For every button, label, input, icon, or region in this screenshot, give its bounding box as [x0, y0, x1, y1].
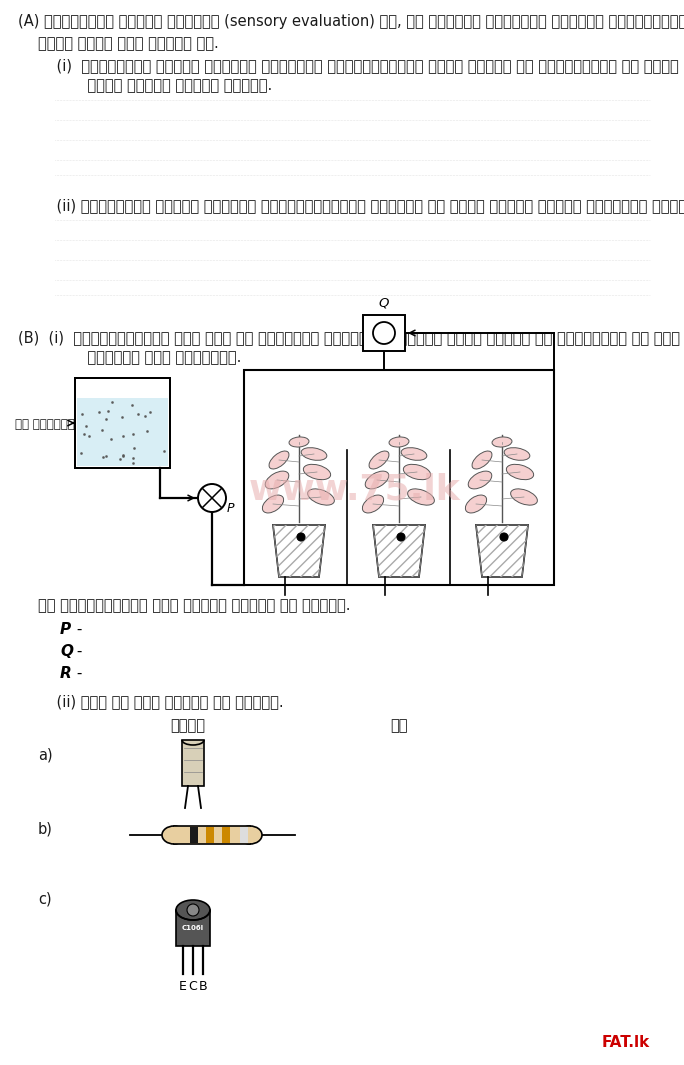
Text: www.75.lk: www.75.lk: [249, 473, 461, 507]
Ellipse shape: [365, 471, 389, 489]
Ellipse shape: [363, 495, 384, 513]
Polygon shape: [373, 525, 425, 577]
Ellipse shape: [369, 450, 389, 469]
Ellipse shape: [263, 495, 284, 513]
Ellipse shape: [289, 437, 309, 447]
Text: -: -: [72, 622, 82, 637]
Text: R: R: [516, 528, 524, 538]
Circle shape: [500, 532, 508, 541]
Ellipse shape: [465, 495, 486, 513]
Text: කෝටස: කෝටස: [170, 718, 205, 733]
Text: 35WF: 35WF: [185, 754, 201, 759]
Text: P: P: [227, 502, 235, 515]
Ellipse shape: [308, 489, 334, 505]
Text: ජල රිංකිය: ජල රිංකිය: [15, 419, 75, 431]
Ellipse shape: [265, 471, 289, 489]
Ellipse shape: [511, 489, 538, 505]
Text: (ii) පහත දී ඇති කෝටස් නම කරන්න.: (ii) පහත දී ඇති කෝටස් නම කරන්න.: [38, 694, 284, 709]
Ellipse shape: [176, 900, 210, 920]
Text: b): b): [38, 822, 53, 837]
Bar: [174, 826, 250, 843]
Bar: [190, 828, 198, 843]
Text: -: -: [72, 666, 82, 681]
Bar: [77, 398, 168, 466]
Bar: [240, 828, 248, 843]
Ellipse shape: [304, 464, 330, 479]
Text: (A) සංවේදිතා දර්ශක ඇගයිමේ (sensory evaluation) දී, ඇම ඇගයිමේ මන්ඩලයට සුදුසු සාමා: (A) සංවේදිතා දර්ශක ඇගයිමේ (sensory evalu…: [18, 14, 684, 29]
Ellipse shape: [401, 447, 427, 460]
Text: තෝරා ගනීම ඉතා වඩගත් වේ.: තෝරා ගනීම ඉතා වඩගත් වේ.: [38, 36, 219, 51]
Circle shape: [187, 904, 199, 916]
Ellipse shape: [238, 826, 262, 843]
Ellipse shape: [506, 464, 534, 479]
Text: (B)  (i)  හරිතාගාරයක් තුල ඇති ජල සම්පාදන ස්වයංකඍය කීරීම සදහා පාවිත වන පද්දතියක ද: (B) (i) හරිතාගාරයක් තුල ඇති ජල සම්පාදන ස…: [18, 330, 680, 345]
Ellipse shape: [472, 450, 492, 469]
Ellipse shape: [301, 447, 327, 460]
Ellipse shape: [269, 450, 289, 469]
Bar: [176, 910, 210, 946]
Text: E: E: [179, 980, 187, 993]
Circle shape: [198, 484, 226, 512]
Text: R: R: [60, 666, 72, 681]
Text: C106I: C106I: [182, 925, 204, 931]
Ellipse shape: [492, 437, 512, 447]
Ellipse shape: [504, 447, 530, 460]
Ellipse shape: [469, 471, 492, 489]
Text: FAT.lk: FAT.lk: [602, 1035, 650, 1050]
Text: c): c): [38, 892, 51, 907]
Text: සාදක දේකක් සදහන් කරන්න.: සාදක දේකක් සදහන් කරන්න.: [55, 78, 272, 93]
Ellipse shape: [162, 826, 186, 843]
Text: Q: Q: [60, 644, 73, 659]
Bar: [75, 378, 170, 468]
Bar: [182, 740, 204, 786]
Text: මම පද්දතියේහි පහත සදහන් කෝටස් නම කරන්න.: මම පද්දතියේහි පහත සදහන් කෝටස් නම කරන්න.: [38, 599, 350, 613]
Polygon shape: [476, 525, 528, 577]
Bar: [75, 378, 170, 468]
Ellipse shape: [389, 437, 409, 447]
Bar: [244, 370, 554, 585]
Bar: [206, 828, 214, 843]
Text: -: -: [72, 644, 82, 659]
Ellipse shape: [408, 489, 434, 505]
Text: (i)  සංවේදිතා දර්ශක ඇගයිමේ මන්ඩලයට සාමාජ්කයින් තෝරා ගනීමේ දී සුලකිල්ලට ගත යුතු: (i) සංවේදිතා දර්ශක ඇගයිමේ මන්ඩලයට සාමාජ්…: [38, 58, 679, 73]
Text: a): a): [38, 748, 53, 763]
Text: Q: Q: [379, 296, 389, 309]
Text: සටහනක් පහත දර්ක්වේ.: සටහනක් පහත දර්ක්වේ.: [55, 350, 241, 365]
Circle shape: [297, 532, 305, 541]
Circle shape: [397, 532, 405, 541]
Text: B: B: [198, 980, 207, 993]
Text: P: P: [60, 622, 71, 637]
Bar: [363, 315, 405, 351]
Text: (ii) සංවේදිතා දර්ශක ඇගයිමේ විද්යාගාරයක් පවත්වා ගත යුතු තත්තව තුනක් ලයිස්තු කරන්න: (ii) සංවේදිතා දර්ශක ඇගයිමේ විද්යාගාරයක් …: [38, 198, 684, 213]
Ellipse shape: [404, 464, 431, 479]
Text: C: C: [189, 980, 198, 993]
Text: නම: නම: [390, 718, 408, 733]
Bar: [222, 828, 230, 843]
Text: 22µ: 22µ: [187, 765, 198, 770]
Polygon shape: [273, 525, 325, 577]
